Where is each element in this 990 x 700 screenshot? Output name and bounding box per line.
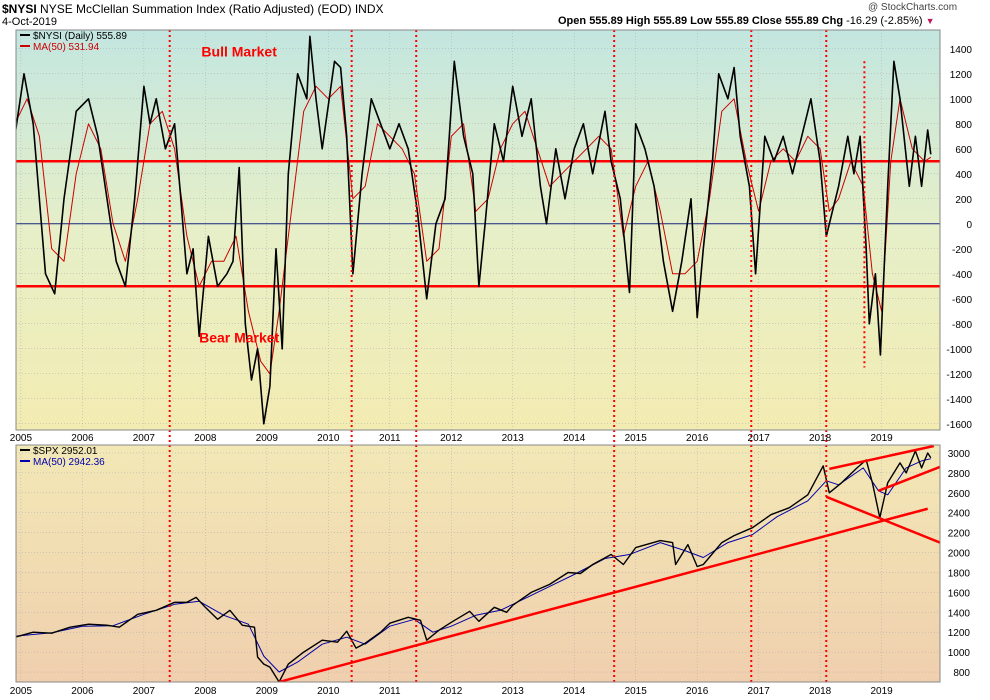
chart-date: 4-Oct-2019 — [2, 16, 58, 28]
top-y-tick-label: 1000 — [950, 95, 973, 106]
chart-title: NYSE McClellan Summation Index (Ratio Ad… — [40, 2, 352, 16]
chart-title-line: $NYSI NYSE McClellan Summation Index (Ra… — [2, 2, 384, 16]
market-annotation: Bull Market — [201, 43, 277, 59]
top-x-tick-label: 2013 — [502, 433, 525, 444]
top-y-tick-label: 600 — [955, 145, 972, 156]
watermark: @ StockCharts.com — [868, 2, 958, 13]
bottom-x-tick-label: 2005 — [10, 686, 33, 697]
top-x-tick-label: 2006 — [71, 433, 94, 444]
top-y-tick-label: 200 — [955, 195, 972, 206]
bottom-x-tick-label: 2011 — [379, 686, 401, 697]
bottom-y-tick-label: 1200 — [948, 628, 971, 639]
close-value: 555.89 — [784, 15, 819, 27]
chg-down-arrow-icon: ▼ — [925, 16, 935, 26]
chg-label: Chg — [821, 15, 844, 27]
top-x-tick-label: 2010 — [317, 433, 340, 444]
bottom-y-tick-label: 1600 — [948, 588, 971, 599]
low-label: Low — [690, 15, 713, 27]
top-y-tick-label: -600 — [952, 295, 972, 306]
top-x-tick-label: 2015 — [625, 433, 648, 444]
open-label: Open — [558, 15, 587, 27]
top-y-tick-label: -1200 — [946, 370, 972, 381]
bottom-y-tick-label: 3000 — [948, 449, 971, 460]
bottom-x-tick-label: 2017 — [748, 686, 771, 697]
bottom-y-tick-label: 1000 — [948, 648, 971, 659]
legend-entry: MA(50) 2942.36 — [33, 457, 105, 468]
top-y-tick-label: -1400 — [946, 395, 972, 406]
bottom-y-tick-label: 2400 — [948, 509, 971, 520]
top-x-tick-label: 2019 — [870, 433, 893, 444]
bottom-x-tick-label: 2016 — [686, 686, 709, 697]
bottom-y-tick-label: 2000 — [948, 549, 971, 560]
top-y-tick-label: -1000 — [946, 345, 972, 356]
bottom-x-tick-label: 2018 — [809, 686, 832, 697]
top-x-tick-label: 2009 — [256, 433, 279, 444]
ohlc-readout: Open 555.89 High 555.89 Low 555.89 Close… — [558, 15, 935, 27]
top-x-tick-label: 2012 — [440, 433, 463, 444]
close-label: Close — [751, 15, 782, 27]
spx-trendline — [878, 465, 940, 492]
top-y-tick-label: -400 — [952, 270, 972, 281]
bottom-x-tick-label: 2019 — [870, 686, 893, 697]
bottom-x-tick-label: 2006 — [71, 686, 94, 697]
bottom-panel-border — [15, 444, 941, 683]
spx-trendline — [278, 507, 929, 682]
legend-entry: $NYSI (Daily) 555.89 — [33, 31, 127, 42]
top-panel-border — [15, 29, 941, 431]
top-y-tick-label: 0 — [966, 220, 972, 231]
nysi-line — [16, 35, 932, 425]
bottom-x-tick-label: 2007 — [133, 686, 156, 697]
symbol: $NYSI — [2, 2, 37, 16]
bottom-x-tick-label: 2014 — [563, 686, 586, 697]
open-value: 555.89 — [589, 15, 623, 27]
top-y-tick-label: 800 — [955, 120, 972, 131]
spx-trendline — [825, 495, 940, 544]
top-x-tick-label: 2007 — [133, 433, 156, 444]
top-y-tick-label: 1400 — [950, 45, 973, 56]
top-y-tick-label: -200 — [952, 245, 972, 256]
top-y-tick-label: 400 — [955, 170, 972, 181]
legend-entry: MA(50) 531.94 — [33, 42, 100, 53]
bottom-x-tick-label: 2010 — [317, 686, 340, 697]
market-annotation: Bear Market — [199, 330, 279, 346]
spx-trendline — [829, 445, 935, 471]
bottom-y-tick-label: 1800 — [948, 568, 971, 579]
high-value: 555.89 — [653, 15, 688, 27]
top-x-tick-label: 2018 — [809, 433, 832, 444]
bottom-x-tick-label: 2012 — [440, 686, 463, 697]
bottom-y-tick-label: 2200 — [948, 529, 971, 540]
bottom-panel-background — [16, 445, 940, 682]
bottom-y-tick-label: 800 — [953, 668, 970, 679]
chg-value: -16.29 (-2.85%) — [846, 15, 923, 27]
top-y-tick-label: 1200 — [950, 70, 973, 81]
bottom-x-tick-label: 2015 — [625, 686, 648, 697]
low-value: 555.89 — [715, 15, 749, 27]
legend-entry: $SPX 2952.01 — [33, 446, 98, 457]
bottom-y-tick-label: 2600 — [948, 489, 971, 500]
top-x-tick-label: 2011 — [379, 433, 401, 444]
top-panel-background — [16, 30, 940, 430]
top-x-tick-label: 2017 — [748, 433, 771, 444]
top-y-tick-label: -1600 — [946, 420, 972, 431]
top-x-tick-label: 2005 — [10, 433, 33, 444]
bottom-y-tick-label: 1400 — [948, 608, 971, 619]
top-x-tick-label: 2016 — [686, 433, 709, 444]
bottom-y-tick-label: 2800 — [948, 469, 971, 480]
top-x-tick-label: 2008 — [194, 433, 217, 444]
top-y-tick-label: -800 — [952, 320, 972, 331]
exchange: INDX — [354, 2, 384, 16]
high-label: High — [625, 15, 651, 27]
nysi-ma50-line — [16, 85, 932, 375]
bottom-x-tick-label: 2008 — [194, 686, 217, 697]
spx-line — [16, 450, 932, 682]
bottom-x-tick-label: 2009 — [256, 686, 279, 697]
bottom-x-tick-label: 2013 — [502, 686, 525, 697]
top-x-tick-label: 2014 — [563, 433, 586, 444]
